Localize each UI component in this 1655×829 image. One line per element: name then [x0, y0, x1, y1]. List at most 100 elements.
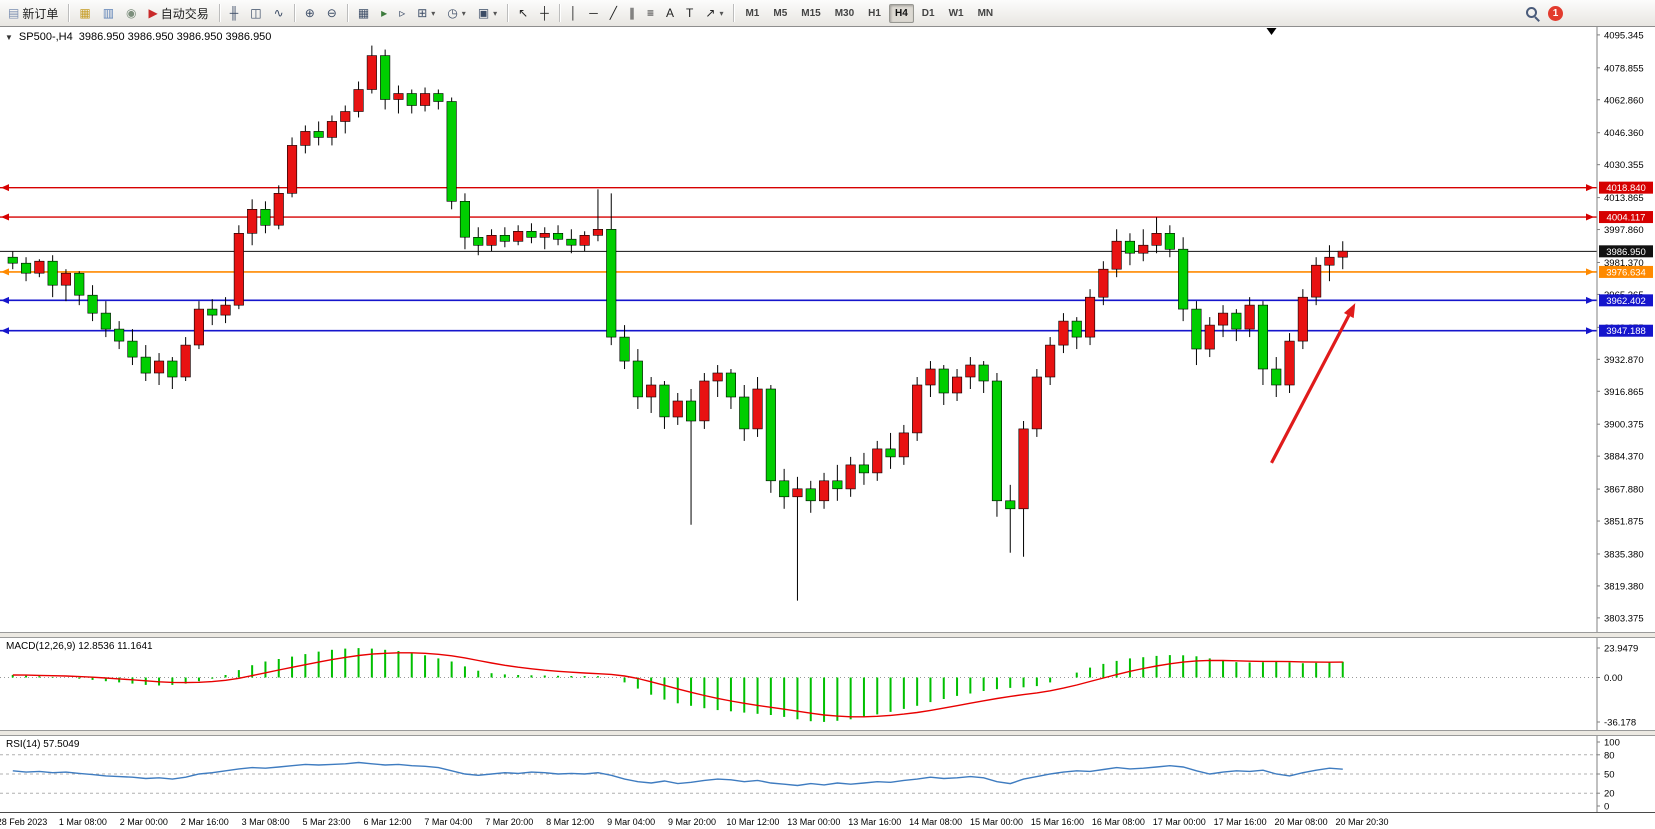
candle: [1138, 229, 1149, 262]
timeframe-m1-button[interactable]: M1: [745, 7, 760, 19]
crosshair-icon[interactable]: ┼: [535, 4, 554, 22]
period-selector-icon[interactable]: ◷ ▾: [442, 4, 471, 22]
timeframe-w1-button[interactable]: W1: [948, 7, 964, 19]
candle: [233, 225, 244, 310]
fibonacci-icon[interactable]: ≡: [642, 4, 659, 22]
candle-body: [659, 384, 670, 418]
macd-panel[interactable]: 23.9479 0.00 -36.178 MACD(12,26,9) 12.8536…: [0, 638, 1655, 730]
candle-body: [1124, 240, 1135, 254]
candle-body: [1297, 296, 1308, 342]
timeframe-h4-button[interactable]: H4: [888, 3, 914, 23]
macd-axis-label: 23.9479: [1604, 644, 1638, 655]
cursor-icon[interactable]: ↖: [513, 4, 533, 22]
candle: [779, 468, 790, 509]
candle: [1111, 229, 1122, 278]
candle: [486, 229, 497, 252]
candle: [1164, 225, 1175, 258]
macd-signal-line: [12, 652, 1343, 718]
candle: [1098, 261, 1109, 306]
candle-body: [1271, 368, 1282, 386]
crosshair-icon: ┼: [540, 6, 549, 20]
text-label-icon[interactable]: T: [681, 4, 698, 22]
candle-body: [167, 360, 178, 378]
candle: [1257, 301, 1268, 386]
timeframe-m15-button[interactable]: M15: [801, 7, 821, 19]
candle-body: [180, 344, 191, 378]
toolbar-separator: [68, 4, 70, 22]
vertical-line-icon[interactable]: │: [565, 4, 583, 22]
candle-body: [499, 235, 510, 242]
chart-shift-icon[interactable]: ▹: [394, 4, 410, 22]
candle: [20, 257, 32, 282]
candle-body: [832, 480, 843, 490]
candle: [87, 285, 98, 322]
time-axis[interactable]: 28 Feb 2023 1 Mar 08:00 2 Mar 00:00 2 Mar 1…: [0, 812, 1655, 829]
trend-arrow-annotation[interactable]: [1270, 314, 1351, 464]
candle-body: [74, 272, 85, 296]
candle: [632, 349, 643, 409]
time-axis-label: 2 Mar 16:00: [180, 817, 229, 827]
time-axis-label: 14 Mar 08:00: [909, 817, 963, 827]
candle: [725, 369, 737, 409]
price-tag: 3947.188: [1599, 324, 1653, 337]
new-chart-icon[interactable]: ⊞ ▾: [412, 4, 440, 22]
zoom-out-icon[interactable]: ⊖: [322, 4, 342, 22]
price-tag-label: 3986.950: [1606, 247, 1646, 258]
main-chart-panel[interactable]: 4095.345 4078.855 4062.860 4046.360 4030.355…: [0, 27, 1655, 632]
rsi-panel[interactable]: 100 80 50 20 0 RSI(14) 57.5049: [0, 736, 1655, 812]
fibonacci-icon: ≡: [647, 6, 655, 20]
trendline-icon[interactable]: ╱: [605, 4, 622, 22]
timeframe-m30-button[interactable]: M30: [834, 7, 855, 19]
candle: [1324, 245, 1335, 282]
new-order-icon: ▤: [8, 6, 20, 20]
timeframe-d1-button[interactable]: D1: [921, 7, 935, 19]
candle-body: [619, 336, 630, 362]
notification-badge[interactable]: 1: [1548, 5, 1563, 21]
candle-body: [20, 262, 32, 274]
panel-splitter[interactable]: [0, 730, 1655, 736]
candle-body: [1337, 250, 1348, 258]
timeframe-m5-button[interactable]: M5: [773, 7, 788, 19]
autotrading-button[interactable]: ▶ 自动交易: [144, 2, 214, 25]
candlestick-chart-icon[interactable]: ◫: [245, 4, 266, 22]
trendline-icon: ╱: [609, 6, 617, 20]
candle: [1337, 241, 1348, 270]
candle: [207, 299, 218, 326]
market-watch-icon[interactable]: ▦: [74, 4, 95, 22]
candle-body: [1031, 376, 1042, 430]
zoom-in-icon[interactable]: ⊕: [300, 4, 320, 22]
time-axis-label: 20 Mar 20:30: [1335, 817, 1389, 827]
line-chart-icon[interactable]: ∿: [269, 4, 289, 22]
auto-scroll-icon[interactable]: ▸: [376, 4, 392, 22]
new-order-button[interactable]: ▤ 新订单: [3, 2, 63, 25]
indicators-icon[interactable]: ▣ ▾: [473, 4, 502, 22]
navigator-icon[interactable]: ◉: [121, 4, 141, 22]
text-icon[interactable]: A: [661, 4, 679, 22]
data-window-icon[interactable]: ▥: [98, 4, 119, 22]
timeframe-mn-button[interactable]: MN: [977, 7, 994, 19]
candle-body: [1244, 304, 1255, 330]
tile-windows-icon[interactable]: ▦: [353, 4, 374, 22]
new-order-button-label: 新订单: [22, 6, 59, 21]
candle: [1218, 305, 1229, 338]
candle-body: [685, 400, 697, 422]
candle-body: [446, 101, 457, 202]
arrows-icon[interactable]: ↗ ▾: [700, 4, 728, 22]
search-icon[interactable]: [1525, 6, 1540, 21]
chart-shift-marker-icon[interactable]: [1266, 28, 1277, 35]
horizontal-line-icon[interactable]: ─: [584, 4, 603, 22]
panel-splitter[interactable]: [0, 632, 1655, 638]
candle: [47, 255, 58, 298]
one-click-trading-toggle-icon[interactable]: ▼: [5, 32, 13, 42]
timeframe-h1-button[interactable]: H1: [868, 7, 881, 19]
bar-chart-icon[interactable]: ╫: [225, 4, 244, 22]
chart-title: ▼ SP500-,H4 3986.950 3986.950 3986.950 3…: [5, 31, 271, 43]
price-tag: 4004.117: [1599, 211, 1653, 224]
candle-body: [845, 464, 856, 490]
chart-background: [0, 27, 1655, 632]
price-tag-bg: [1599, 181, 1653, 194]
candle-body: [1204, 324, 1215, 350]
channel-icon[interactable]: ∥: [624, 4, 640, 22]
candle: [579, 231, 590, 252]
candle-body: [792, 488, 803, 498]
